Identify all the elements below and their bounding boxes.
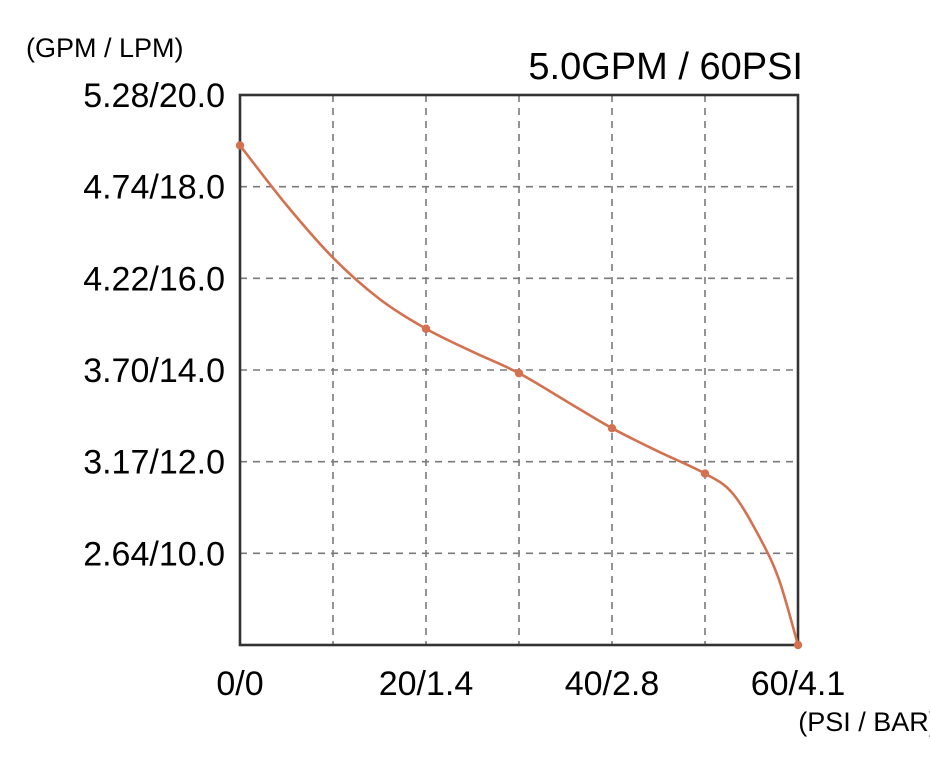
series-layer <box>235 141 803 650</box>
y-tick-labels: 5.28/20.0 4.74/18.0 4.22/16.0 3.70/14.0 3.17… <box>83 77 225 573</box>
series-line <box>238 144 800 646</box>
y-tick-label: 5.28/20.0 <box>83 77 225 115</box>
y-tick-label: 2.64/10.0 <box>83 535 225 573</box>
data-point <box>793 640 803 650</box>
y-axis-unit-label: (GPM / LPM) <box>26 33 184 63</box>
data-point <box>421 324 431 333</box>
data-point <box>514 369 524 378</box>
data-point <box>700 469 710 478</box>
y-tick-label: 3.70/14.0 <box>83 352 225 390</box>
x-tick-label: 60/4.1 <box>751 665 846 703</box>
x-tick-labels: 0/0 20/1.4 40/2.8 60/4.1 <box>216 665 845 703</box>
y-tick-label: 4.74/18.0 <box>83 169 225 207</box>
y-tick-label: 4.22/16.0 <box>83 260 225 298</box>
data-point <box>607 424 617 433</box>
x-axis-unit-label: (PSI / BAR) <box>798 707 930 737</box>
plot-frame <box>238 93 800 647</box>
x-tick-label: 20/1.4 <box>379 665 474 703</box>
y-tick-label: 3.17/12.0 <box>83 444 225 482</box>
x-tick-label: 0/0 <box>216 665 263 703</box>
data-point <box>235 141 245 150</box>
x-tick-label: 40/2.8 <box>565 665 660 703</box>
chart-title: 5.0GPM / 60PSI <box>528 46 803 88</box>
